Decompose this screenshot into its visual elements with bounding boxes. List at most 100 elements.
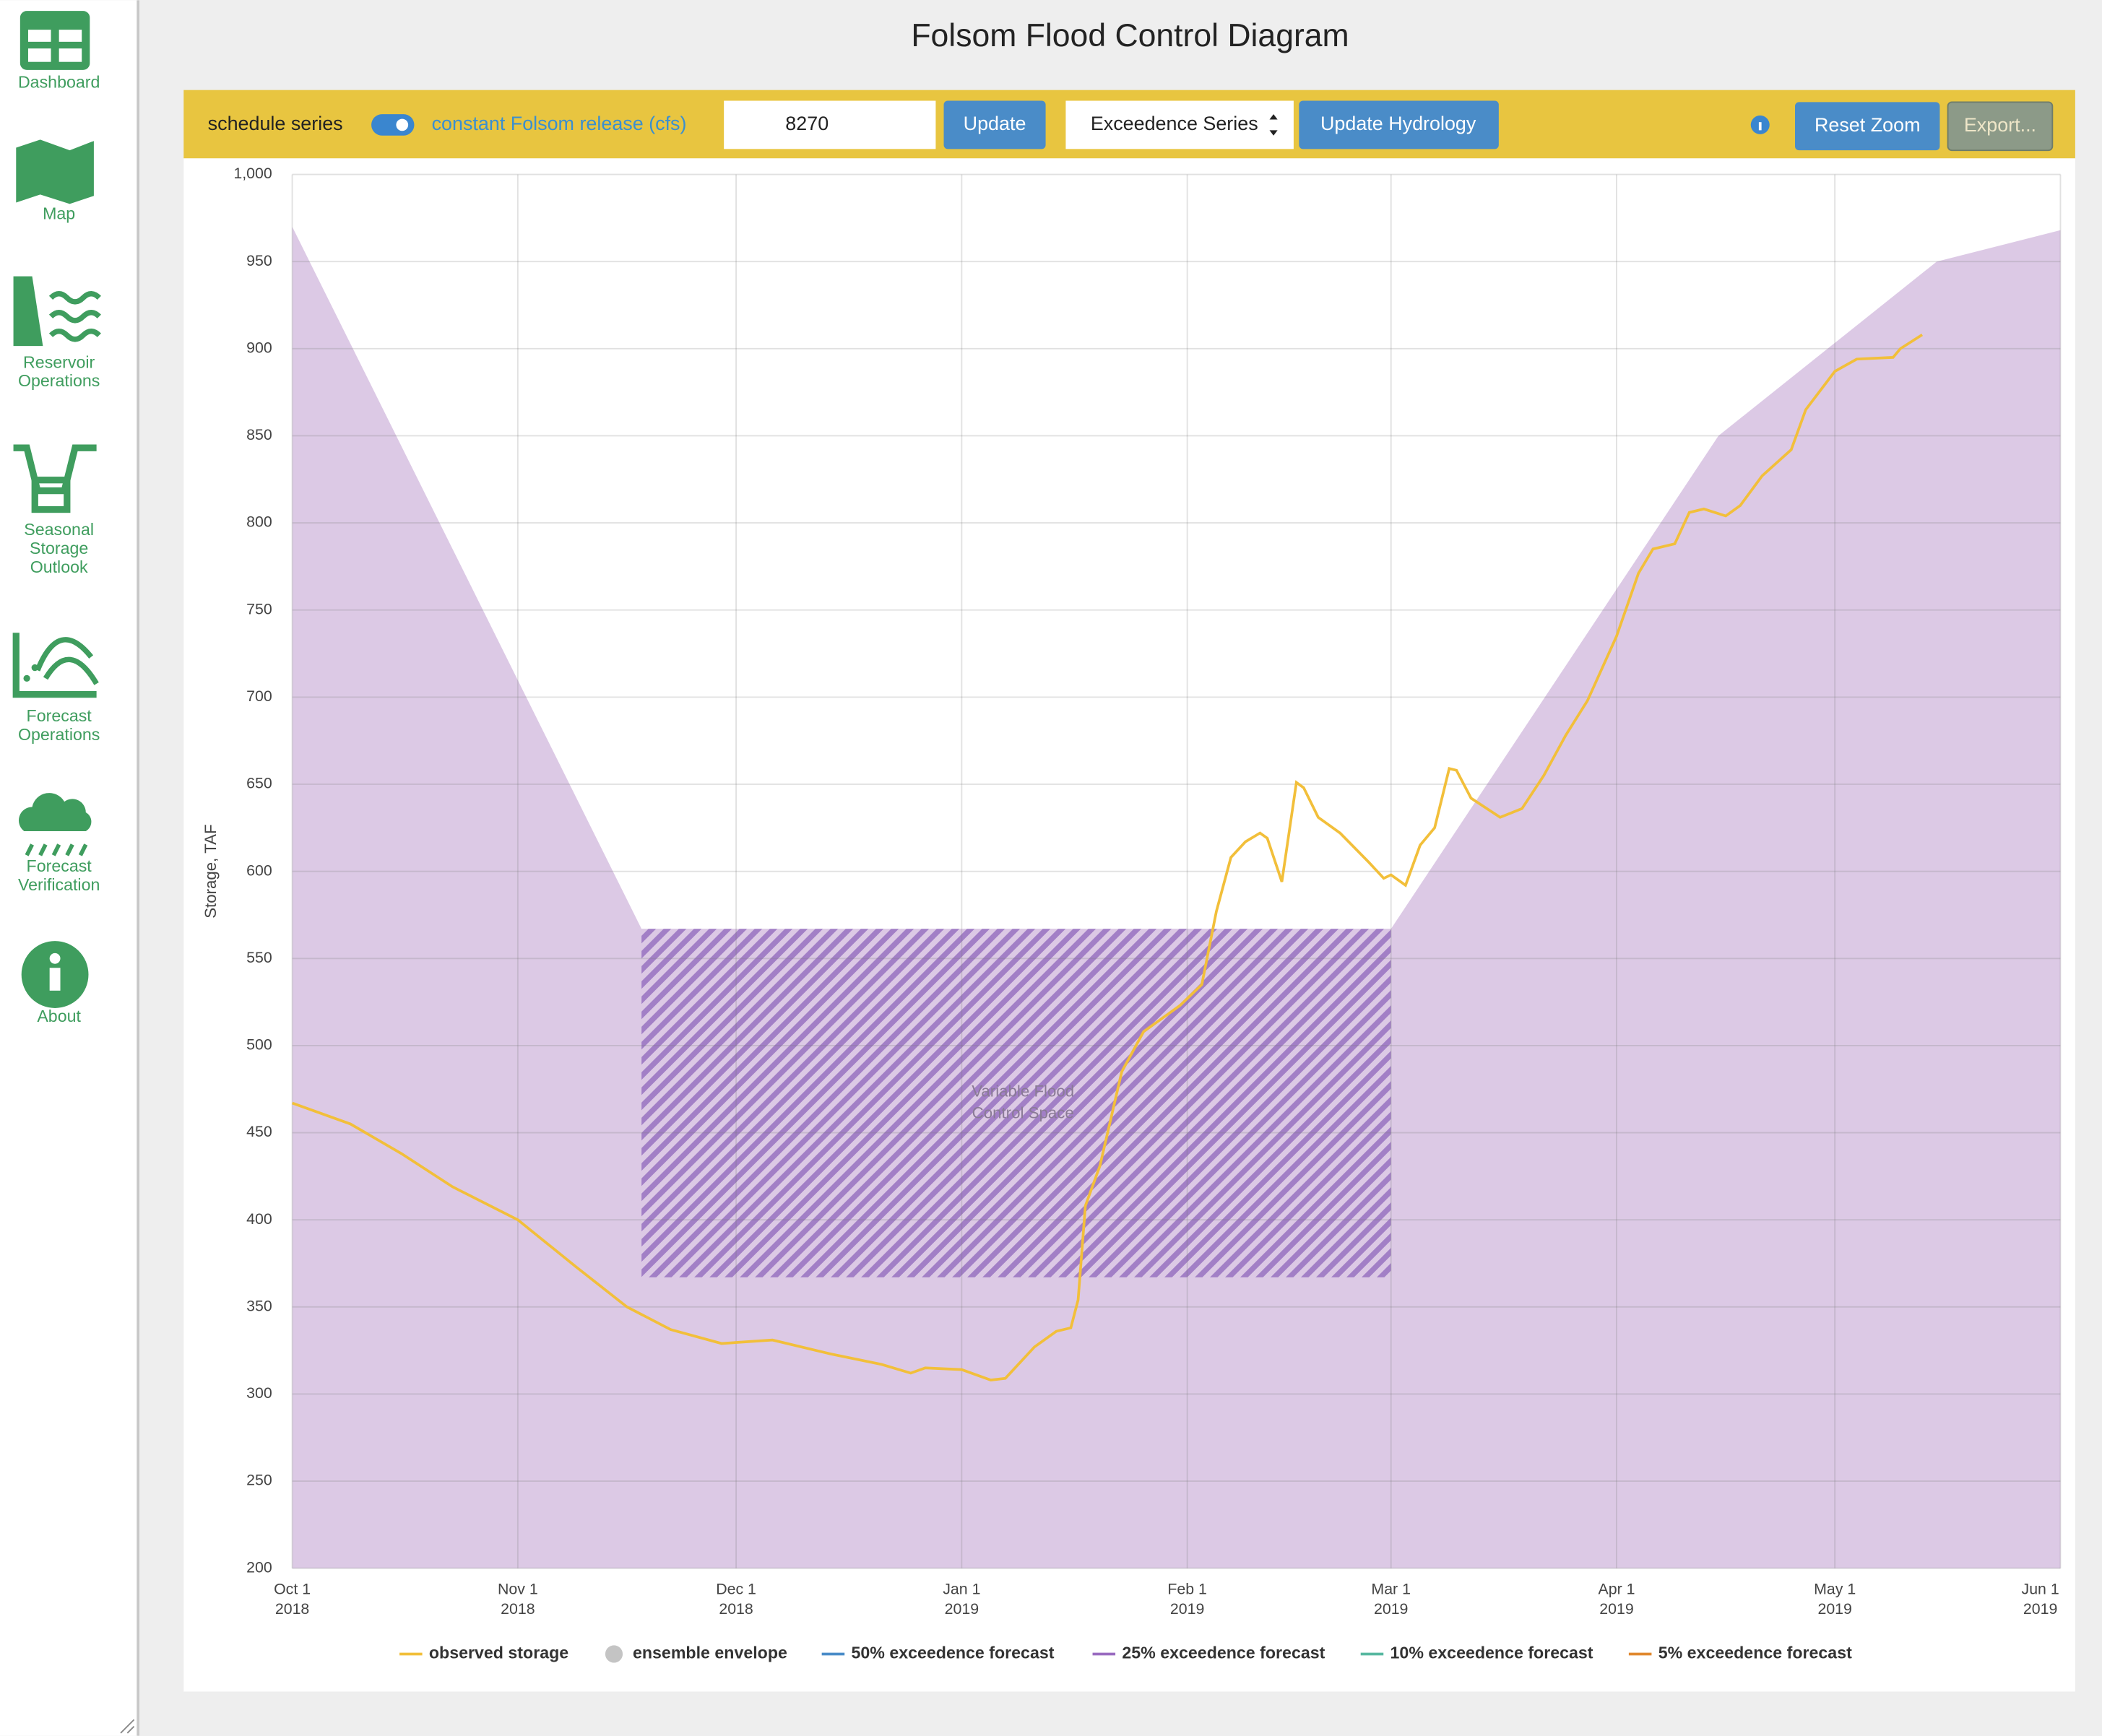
x-tick-label-line: Apr 1 xyxy=(1598,1580,1635,1597)
select-arrows xyxy=(1269,114,1278,136)
x-tick-label: Feb 1 2019 xyxy=(1167,1580,1207,1618)
dashboard-icon[interactable] xyxy=(20,11,90,70)
update-button[interactable] xyxy=(943,100,1046,149)
x-tick-label: Oct 1 2018 xyxy=(274,1580,311,1618)
y-tick-label: 900 xyxy=(246,339,272,356)
x-tick-label-line: 2019 xyxy=(2023,1600,2057,1618)
x-tick-label: May 1 2019 xyxy=(1814,1580,1856,1618)
series-select-label: Exceedence Series xyxy=(1091,113,1258,134)
sidebar-label-line: Dashboard xyxy=(18,73,100,92)
x-tick-label-line: 2019 xyxy=(1599,1600,1633,1618)
storage-icon[interactable] xyxy=(13,444,97,513)
plot: Variable Flood Control Space 200 250 300 350 4… xyxy=(233,165,2062,1663)
chart-title: Folsom Flood Control Diagram xyxy=(911,18,1349,53)
update-hydrology-label: Update Hydrology xyxy=(1320,113,1476,134)
y-tick-label: 450 xyxy=(246,1123,272,1140)
x-tick-label: Apr 1 2019 xyxy=(1598,1580,1635,1618)
sidebar-label-line: Storage xyxy=(30,539,88,557)
legend-symbol xyxy=(605,1645,623,1663)
variable-space-label-line: Variable Flood xyxy=(972,1082,1074,1101)
x-tick-label: Jan 1 2019 xyxy=(943,1580,980,1618)
sidebar-label-line: Seasonal xyxy=(24,520,94,539)
sidebar-label: Map xyxy=(43,204,75,222)
about-icon[interactable] xyxy=(21,941,89,1008)
sidebar-label-line: Operations xyxy=(18,371,100,390)
sidebar-label-line: About xyxy=(37,1007,81,1025)
sidebar-label-line: Verification xyxy=(18,875,100,894)
x-tick-label-line: Jun 1 xyxy=(2022,1580,2059,1597)
verification-icon[interactable] xyxy=(18,793,92,856)
y-tick-label: 550 xyxy=(246,949,272,966)
release-label: constant Folsom release (cfs) xyxy=(432,113,687,134)
variable-space-label-line: Control Space xyxy=(972,1103,1074,1121)
sidebar-label-line: Map xyxy=(43,204,75,222)
sidebar-icons xyxy=(12,11,101,1008)
y-tick-label: 200 xyxy=(246,1558,272,1576)
update-hydrology-button[interactable] xyxy=(1299,100,1499,149)
sidebar-label: Dashboard xyxy=(18,73,100,92)
info-icon-mark xyxy=(1758,122,1762,131)
reset-zoom-label: Reset Zoom xyxy=(1815,114,1921,136)
x-tick-label-line: Dec 1 xyxy=(716,1580,756,1597)
x-tick-label-line: May 1 xyxy=(1814,1580,1856,1597)
export-button[interactable] xyxy=(1947,101,2054,152)
x-tick-label-line: 2018 xyxy=(275,1600,309,1618)
sidebar-label: Reservoir Operations xyxy=(18,352,100,390)
y-tick-label: 650 xyxy=(246,775,272,792)
x-tick-label: Dec 1 2018 xyxy=(716,1580,756,1618)
variable-space-label: Variable Flood Control Space xyxy=(972,1082,1074,1122)
export-label: Export... xyxy=(1964,114,2036,136)
x-tick-label-line: Feb 1 xyxy=(1167,1580,1207,1597)
reservoir-icon[interactable] xyxy=(13,276,101,347)
legend-label: ensemble envelope xyxy=(633,1644,787,1662)
y-tick-label: 500 xyxy=(246,1036,272,1054)
y-tick-label: 250 xyxy=(246,1472,272,1489)
resize-handle xyxy=(120,1719,135,1734)
x-tick-label: Mar 1 2019 xyxy=(1371,1580,1411,1618)
x-tick-label-line: 2018 xyxy=(501,1600,535,1618)
sidebar-label-line: Forecast xyxy=(27,856,92,875)
y-axis-label: Storage, TAF xyxy=(202,824,220,918)
variable-flood-space xyxy=(641,929,1391,1277)
update-label: Update xyxy=(964,113,1026,134)
sidebar-label: Seasonal Storage Outlook xyxy=(24,520,94,576)
y-tick-label: 850 xyxy=(246,426,272,443)
y-tick-label: 700 xyxy=(246,687,272,705)
series-select[interactable] xyxy=(1065,100,1294,149)
legend-label: observed storage xyxy=(429,1644,568,1662)
schedule-label: schedule series xyxy=(208,113,343,134)
toggle-knob xyxy=(396,118,409,131)
x-tick-label-line: 2019 xyxy=(1374,1600,1408,1618)
sidebar-label: Forecast Verification xyxy=(18,856,100,894)
sidebar-label-line: Reservoir xyxy=(23,352,95,371)
y-tick-label: 1,000 xyxy=(233,165,272,182)
legend-label: 10% exceedence forecast xyxy=(1390,1644,1593,1662)
x-tick-label-line: 2019 xyxy=(1817,1600,1851,1618)
y-tick-label: 300 xyxy=(246,1384,272,1402)
x-tick-label-line: Oct 1 xyxy=(274,1580,311,1597)
sidebar-label: About xyxy=(37,1007,81,1025)
y-tick-label: 400 xyxy=(246,1210,272,1228)
sidebar-label: Forecast Operations xyxy=(18,706,100,744)
x-tick-label-line: Mar 1 xyxy=(1371,1580,1411,1597)
release-input[interactable] xyxy=(724,100,936,149)
legend-label: 25% exceedence forecast xyxy=(1122,1644,1325,1662)
x-tick-label: Jun 1 2019 xyxy=(2022,1580,2059,1618)
reset-zoom-button[interactable] xyxy=(1795,102,1940,151)
x-tick-label-line: Nov 1 xyxy=(498,1580,538,1597)
y-tick-label: 600 xyxy=(246,862,272,879)
y-tick-label: 800 xyxy=(246,513,272,531)
legend-label: 50% exceedence forecast xyxy=(851,1644,1054,1662)
release-value: 8270 xyxy=(785,113,829,134)
x-tick-label-line: 2019 xyxy=(945,1600,979,1618)
observed-storage-line xyxy=(291,333,1924,1382)
legend-label: 5% exceedence forecast xyxy=(1658,1644,1852,1662)
y-tick-label: 350 xyxy=(246,1297,272,1314)
map-icon[interactable] xyxy=(16,139,94,204)
x-tick-label-line: 2019 xyxy=(1170,1600,1204,1618)
forecast-ops-icon[interactable] xyxy=(12,633,99,698)
x-tick-label-line: Jan 1 xyxy=(943,1580,980,1597)
sidebar-label-line: Outlook xyxy=(30,557,88,576)
x-tick-label: Nov 1 2018 xyxy=(498,1580,538,1618)
